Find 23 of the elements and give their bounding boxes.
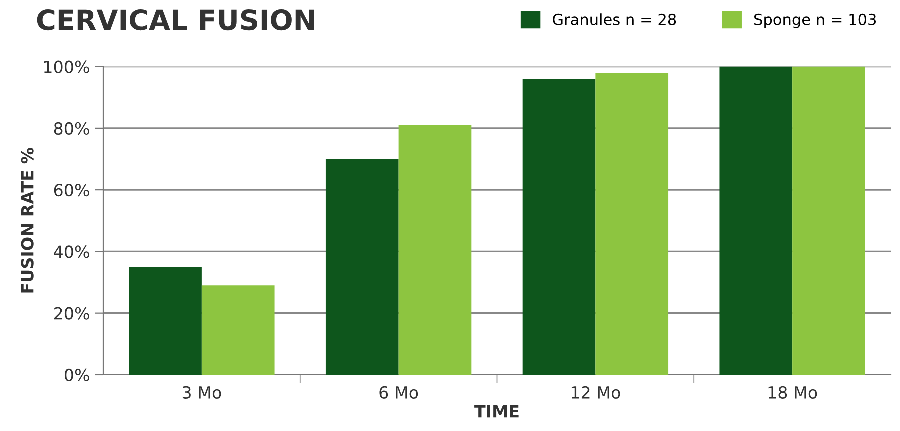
x-tick-label: 3 Mo [182,386,222,399]
bar [398,125,472,375]
y-axis-title: FUSION RATE % [21,148,34,293]
bar [596,72,669,375]
bar [129,267,202,375]
x-tick-label: 18 Mo [768,386,818,399]
y-tick-label: 100% [44,60,90,74]
y-tick-label: 60% [54,184,90,197]
y-tick-label: 20% [54,307,90,320]
x-tick-label: 6 Mo [380,386,418,399]
y-tick-label: 80% [54,122,90,136]
x-tick-label: 12 Mo [572,386,620,399]
bar [792,66,866,375]
chart-title: CERVICAL FUSION [37,10,314,31]
legend-label: Sponge n = 103 [754,14,876,28]
y-tick-label: 0% [64,368,90,382]
bar [522,79,596,375]
y-tick-label: 40% [54,246,90,258]
x-axis-title: TIME [474,406,519,418]
legend-label: Granules n = 28 [553,14,676,26]
bar [202,286,275,375]
bar [326,159,399,375]
bar [720,66,793,375]
